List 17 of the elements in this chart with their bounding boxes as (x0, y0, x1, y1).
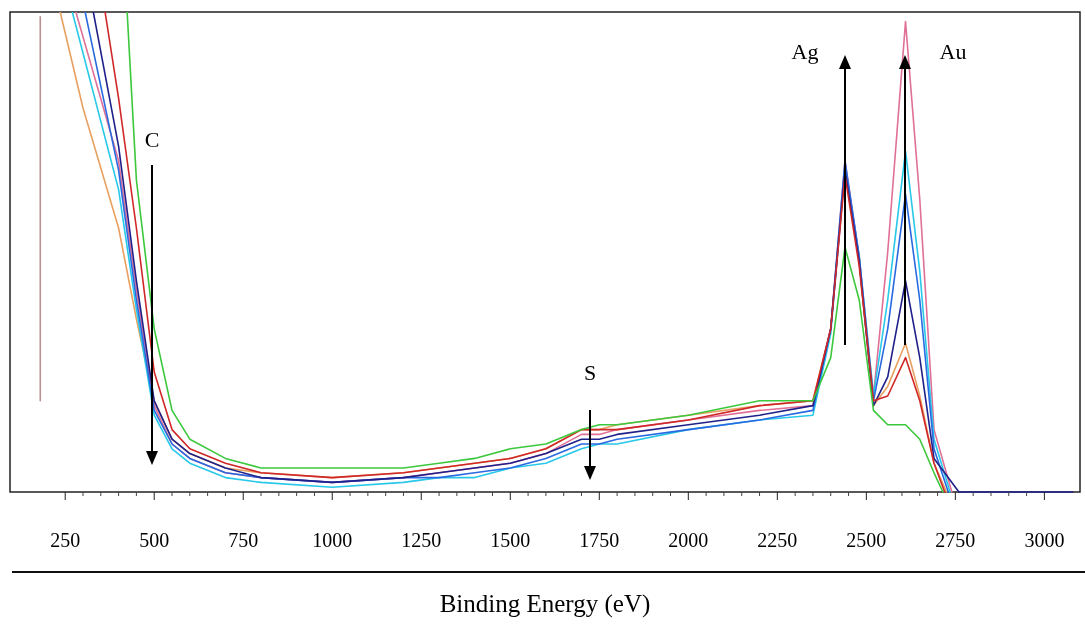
x-tick-label: 1750 (579, 529, 620, 551)
x-tick-label: 3000 (1024, 529, 1065, 551)
annotation: C (144, 127, 160, 152)
x-tick-label: 1000 (312, 529, 353, 551)
x-tick-label: 500 (139, 529, 170, 551)
x-axis-title: Binding Energy (eV) (439, 590, 651, 618)
x-tick-label: 2000 (668, 529, 709, 551)
annotation: Ag (791, 39, 819, 64)
x-tick-label: 2750 (935, 529, 976, 551)
annotation: S (583, 360, 597, 385)
annotation: Au (939, 39, 967, 64)
x-tick-label: 750 (228, 529, 259, 551)
x-tick-label: 2500 (846, 529, 887, 551)
x-tick-label: 1250 (401, 529, 442, 551)
x-tick-label: 1500 (490, 529, 531, 551)
x-tick-label: 250 (50, 529, 81, 551)
x-tick-label: 2250 (757, 529, 798, 551)
